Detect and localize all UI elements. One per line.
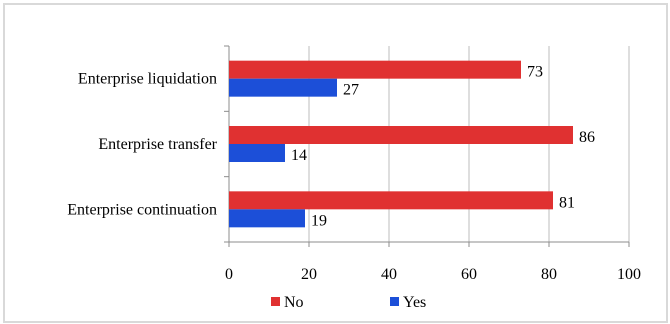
x-tick-labels: 0 20 40 60 80 100 <box>225 266 641 283</box>
category-label: Enterprise liquidation <box>78 71 217 88</box>
data-label: 14 <box>291 147 307 164</box>
category-label: Enterprise transfer <box>98 136 217 153</box>
legend-swatch-yes <box>390 297 399 306</box>
bars: 73 27 86 14 81 19 <box>229 60 595 229</box>
legend: No Yes <box>271 294 426 311</box>
data-label: 86 <box>579 129 595 146</box>
legend-label-no: No <box>284 294 304 311</box>
bar-no <box>229 126 573 144</box>
x-tick-label: 0 <box>225 266 233 283</box>
category-labels: Enterprise liquidation Enterprise transfe… <box>67 71 217 219</box>
chart-frame: 73 27 86 14 81 19 Enterprise liquidation Enter… <box>3 3 668 323</box>
x-tick-label: 40 <box>381 266 397 283</box>
bar-yes <box>229 144 285 162</box>
data-label: 81 <box>559 194 575 211</box>
x-tick-label: 80 <box>541 266 557 283</box>
x-tick-label: 100 <box>617 266 641 283</box>
bar-no <box>229 60 521 79</box>
bar-no <box>229 191 553 210</box>
bar-yes <box>229 78 337 97</box>
bar-yes <box>229 209 305 228</box>
legend-label-yes: Yes <box>403 294 426 311</box>
x-tick-label: 60 <box>461 266 477 283</box>
x-tick-label: 20 <box>301 266 317 283</box>
legend-swatch-no <box>271 297 280 306</box>
category-label: Enterprise continuation <box>67 201 217 218</box>
data-label: 19 <box>311 212 327 229</box>
data-label: 27 <box>343 82 359 99</box>
data-label: 73 <box>527 64 543 81</box>
